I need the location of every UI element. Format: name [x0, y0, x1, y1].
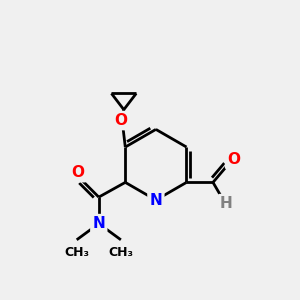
Text: H: H	[220, 196, 233, 211]
Text: O: O	[114, 113, 128, 128]
Text: CH₃: CH₃	[108, 246, 134, 259]
Text: N: N	[149, 193, 162, 208]
Text: O: O	[227, 152, 240, 167]
Text: N: N	[92, 216, 105, 231]
Text: O: O	[72, 165, 85, 180]
Text: CH₃: CH₃	[64, 246, 89, 259]
